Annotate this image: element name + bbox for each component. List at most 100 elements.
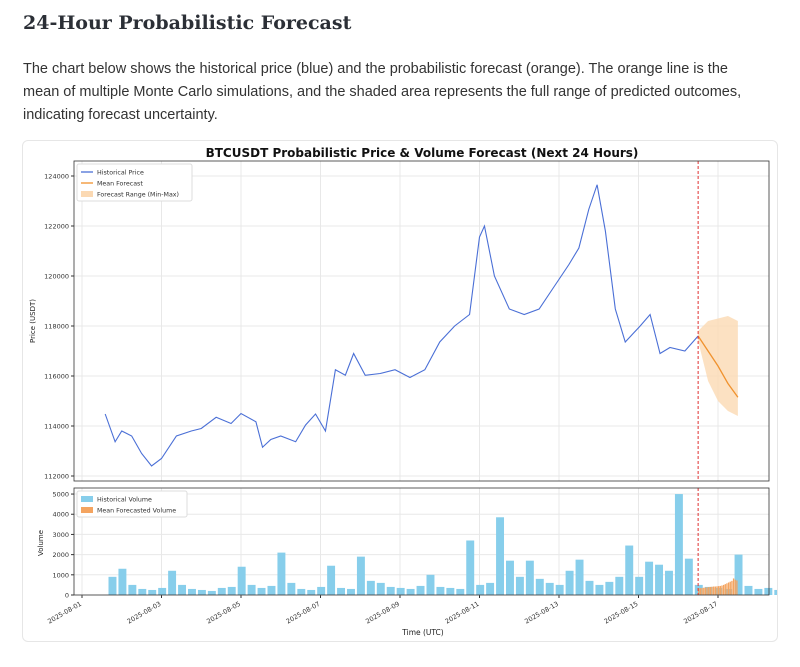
- historical-volume-bar: [406, 588, 415, 595]
- historical-volume-bar: [635, 576, 644, 595]
- historical-volume-bar: [148, 589, 157, 595]
- historical-volume-bar: [655, 564, 664, 595]
- historical-volume-bar: [356, 556, 365, 595]
- historical-volume-bar: [138, 588, 147, 595]
- historical-volume-bar: [267, 585, 276, 595]
- volume-plot-frame: [73, 487, 770, 596]
- forecast-volume-bar: [731, 580, 733, 595]
- description: The chart below shows the historical pri…: [23, 61, 742, 123]
- chart-card: BTCUSDT Probabilistic Price & Volume For…: [22, 140, 778, 642]
- page-title: 24-Hour Probabilistic Forecast: [23, 12, 352, 34]
- price-tick-label: 118000: [44, 323, 69, 331]
- historical-volume-bar: [366, 580, 375, 595]
- forecast-volume-bar: [719, 585, 721, 595]
- historical-volume-bar: [486, 582, 495, 595]
- price-legend: Historical Price Mean Forecast Forecast Ra…: [76, 163, 193, 202]
- historical-volume-bar: [237, 566, 246, 595]
- historical-volume-bar: [436, 586, 445, 595]
- chart-title: BTCUSDT Probabilistic Price & Volume For…: [206, 146, 639, 160]
- historical-volume-bar: [456, 588, 465, 595]
- legend-swatch: [81, 507, 93, 513]
- volume-legend: Historical Volume Mean Forecasted Volume: [76, 490, 188, 518]
- forecast-volume-bar: [713, 586, 715, 595]
- historical-volume-bar: [247, 584, 256, 595]
- legend-label: Mean Forecast: [97, 180, 143, 187]
- historical-volume-bar: [754, 588, 763, 595]
- forecast-volume-bar: [718, 586, 720, 595]
- x-tick-label: 2025-08-05: [205, 600, 242, 626]
- x-tick-label: 2025-08-09: [364, 600, 401, 626]
- legend-box: [76, 490, 188, 518]
- forecast-volume-bar: [706, 587, 708, 595]
- historical-volume-bar: [307, 589, 316, 595]
- historical-volume-bar: [665, 570, 673, 595]
- legend-label: Historical Price: [97, 169, 144, 176]
- historical-volume-bar: [684, 558, 693, 595]
- price-tick-label: 124000: [44, 173, 69, 181]
- historical-volume-bar: [128, 584, 137, 595]
- historical-volume-bar: [217, 587, 226, 595]
- historical-volume-bar: [386, 586, 395, 595]
- historical-volume-bar: [426, 574, 435, 595]
- historical-volume-bar: [317, 586, 326, 595]
- forecast-volume-bar: [729, 581, 731, 595]
- price-tick-label: 116000: [44, 373, 69, 381]
- legend-label: Historical Volume: [97, 496, 152, 503]
- forecast-volume-bar: [714, 586, 717, 595]
- legend-label: Forecast Range (Min-Max): [97, 191, 179, 198]
- forecast-volume-bar: [711, 586, 713, 595]
- historical-volume-bar: [207, 590, 216, 595]
- historical-volume-bar: [178, 584, 187, 595]
- historical-volume-bar: [108, 576, 117, 595]
- historical-volume-bar: [347, 588, 355, 595]
- historical-volume-bar: [605, 581, 614, 595]
- legend-swatch: [81, 191, 93, 197]
- forecast-volume-bar: [726, 583, 728, 595]
- historical-volume-bar: [645, 561, 654, 595]
- historical-volume-bar: [535, 578, 544, 595]
- forecast-volume-bar: [732, 578, 735, 595]
- historical-volume-bar: [446, 587, 455, 595]
- volume-tick-label: 4000: [52, 511, 69, 519]
- price-tick-label: 114000: [44, 423, 69, 431]
- historical-volume-bar: [297, 588, 306, 595]
- historical-volume-bar: [744, 585, 753, 595]
- historical-volume-bar: [287, 582, 296, 595]
- volume-tick-label: 2000: [52, 551, 69, 559]
- x-tick-label: 2025-08-11: [444, 600, 481, 626]
- historical-volume-bar: [585, 580, 594, 595]
- forecast-volume-bar: [721, 585, 723, 595]
- historical-volume-bar: [515, 576, 524, 595]
- price-tick-label: 112000: [44, 473, 69, 481]
- forecast-volume-bar: [704, 587, 707, 595]
- x-tick-label: 2025-08-03: [126, 600, 163, 626]
- historical-volume-bar: [337, 587, 346, 595]
- x-tick-label: 2025-08-07: [285, 600, 322, 626]
- historical-volume-bar: [396, 587, 405, 595]
- x-tick-label: 2025-08-13: [523, 600, 560, 626]
- historical-volume-bar: [545, 582, 554, 595]
- historical-volume-bar: [158, 587, 167, 595]
- price-axis-label: Price (USDT): [29, 299, 37, 343]
- historical-volume-bar: [555, 584, 564, 595]
- historical-volume-bar: [674, 494, 683, 595]
- historical-volume-bar: [774, 589, 777, 595]
- historical-volume-bar: [188, 588, 196, 595]
- historical-volume-bar: [376, 582, 385, 595]
- historical-volume-bar: [277, 552, 286, 595]
- legend-box: [76, 163, 193, 202]
- forecast-chart: BTCUSDT Probabilistic Price & Volume For…: [29, 146, 777, 637]
- forecast-volume-bar: [734, 579, 736, 595]
- volume-axis-label: Volume: [37, 530, 45, 556]
- historical-volume-bar: [575, 559, 584, 595]
- forecast-volume-bar: [698, 588, 700, 595]
- historical-volume-bar: [595, 584, 604, 595]
- historical-volume-bar: [625, 545, 634, 595]
- forecast-volume-bar: [727, 582, 730, 595]
- volume-tick-label: 1000: [52, 571, 69, 579]
- historical-volume-bar: [466, 540, 475, 595]
- volume-tick-label: 3000: [52, 531, 69, 539]
- historical-volume-bar: [227, 586, 236, 595]
- forecast-volume-bar: [736, 580, 738, 595]
- forecast-volume-bar: [701, 587, 703, 595]
